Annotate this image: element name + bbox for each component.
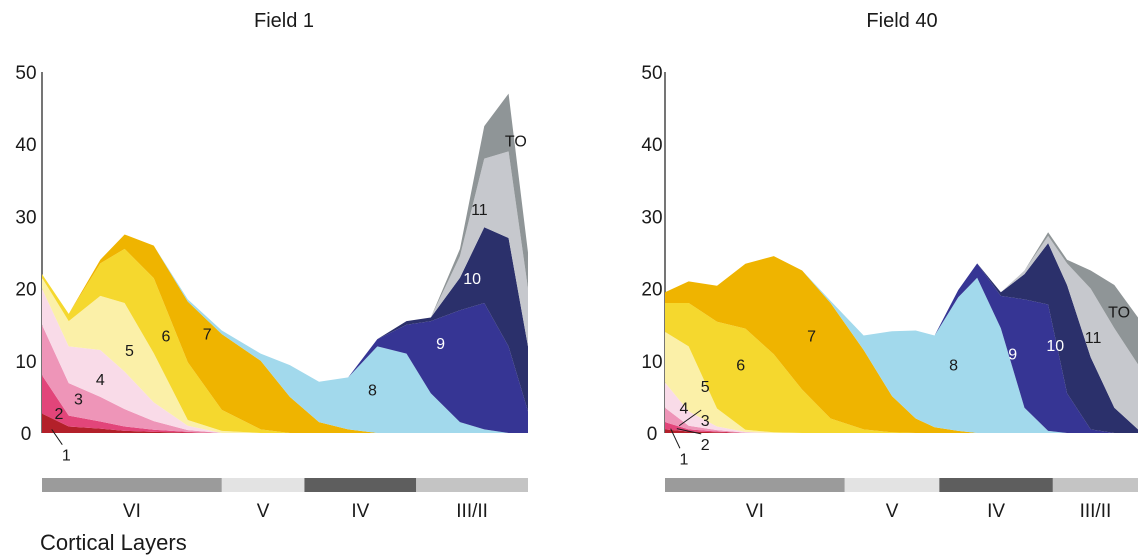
series-label-to: TO: [505, 134, 527, 151]
area-layer-9: [665, 256, 1138, 433]
label-leader-line: [670, 428, 681, 449]
layer-band: [221, 478, 305, 492]
layer-band-label: VI: [123, 501, 141, 522]
series-label-8: 8: [368, 383, 377, 400]
y-tick-label: 50: [641, 63, 662, 84]
area-layer-7: [665, 256, 1138, 433]
y-tick-label: 40: [15, 135, 36, 156]
series-label-3: 3: [701, 413, 710, 430]
layer-band: [416, 478, 528, 492]
series-label-5: 5: [701, 379, 710, 396]
area-layer-2: [42, 375, 528, 433]
panel-title: Field 40: [866, 10, 937, 32]
area-layer-6: [665, 303, 1138, 433]
layer-band-label: VI: [746, 501, 764, 522]
series-labels: 12 345 6 7 8 9 10 11 TO: [670, 305, 1130, 468]
area-layer-1: [42, 413, 528, 433]
layer-band: [939, 478, 1053, 492]
layer-band-label: V: [886, 501, 899, 522]
y-tick-label: 10: [15, 352, 36, 373]
layer-band-label: III/II: [1080, 501, 1112, 522]
series-label-9: 9: [1008, 347, 1017, 364]
layer-band: [665, 478, 845, 492]
series-label-4: 4: [96, 372, 105, 389]
layer-band-label: IV: [987, 501, 1005, 522]
series-label-10: 10: [463, 271, 481, 288]
area-layer-2: [665, 422, 1138, 433]
layer-band-label: V: [257, 501, 270, 522]
y-tick-label: 10: [641, 352, 662, 373]
series-label-8: 8: [949, 357, 958, 374]
series-label-to: TO: [1108, 305, 1130, 322]
series-label-2: 2: [701, 437, 710, 454]
area-layer-3: [665, 407, 1138, 433]
y-tick-label: 0: [647, 424, 658, 445]
series-label-11: 11: [471, 202, 488, 219]
series-label-9: 9: [436, 336, 445, 353]
y-tick-label: 30: [15, 207, 36, 228]
y-tick-label: 20: [15, 280, 36, 301]
y-tick-labels: 0 10 20 30 40 50: [15, 63, 36, 445]
layer-band: [42, 478, 222, 492]
area-layer-8: [665, 256, 1138, 433]
area-layer-9: [42, 234, 528, 433]
area-layers: [665, 232, 1138, 433]
label-leader-line: [51, 429, 63, 445]
series-label-10: 10: [1046, 338, 1064, 355]
area-layer-5: [665, 331, 1138, 433]
area-layer-5: [42, 277, 528, 433]
layer-band-label: III/II: [456, 501, 488, 522]
label-leader-line: [676, 428, 702, 435]
y-tick-label: 40: [641, 135, 662, 156]
series-label-7: 7: [203, 326, 212, 343]
area-layer-1: [665, 429, 1138, 433]
layer-band-bar: VI V IV III/II: [665, 478, 1138, 522]
layer-band: [1052, 478, 1138, 492]
series-label-1: 1: [62, 448, 71, 465]
series-labels: 1 234 5 6 7 8 9 10 11 TO: [51, 134, 527, 465]
series-label-4: 4: [679, 401, 688, 418]
series-label-11: 11: [1085, 330, 1102, 347]
area-layer-4: [665, 382, 1138, 433]
y-tick-label: 50: [15, 63, 36, 84]
area-layers: [42, 93, 528, 433]
series-label-7: 7: [807, 329, 816, 346]
layer-band-bar: VI V IV III/II: [42, 478, 528, 522]
area-layer-8: [42, 234, 528, 433]
series-label-2: 2: [55, 406, 64, 423]
layer-band-label: IV: [351, 501, 369, 522]
x-axis-label: Cortical Layers: [40, 530, 187, 555]
series-label-6: 6: [161, 329, 170, 346]
y-tick-label: 20: [641, 280, 662, 301]
panel-title: Field 1: [254, 10, 314, 32]
series-label-3: 3: [74, 391, 83, 408]
series-label-1: 1: [679, 451, 688, 468]
series-label-6: 6: [736, 357, 745, 374]
area-layer-7: [42, 234, 528, 433]
area-layer-10: [665, 243, 1138, 433]
label-leader-line: [678, 409, 702, 427]
layer-band: [844, 478, 940, 492]
y-tick-labels: 0 10 20 30 40 50: [641, 63, 662, 445]
series-label-5: 5: [125, 343, 134, 360]
area-layer-10: [42, 227, 528, 412]
y-tick-label: 30: [641, 207, 662, 228]
y-tick-label: 0: [21, 424, 32, 445]
layer-band: [304, 478, 417, 492]
